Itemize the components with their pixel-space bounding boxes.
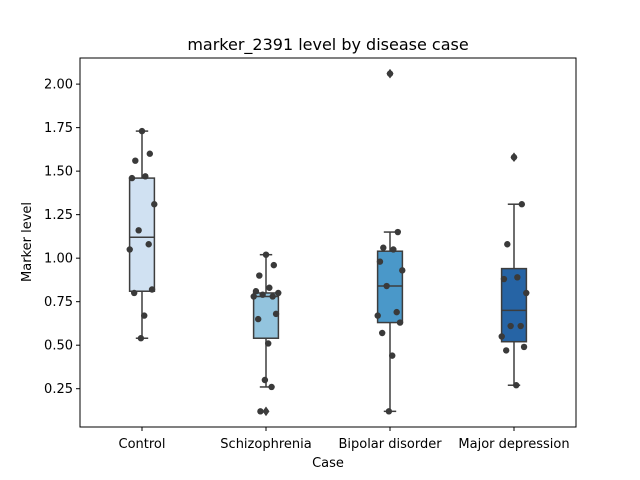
plot-background xyxy=(80,58,576,427)
data-point xyxy=(376,258,384,265)
x-tick-label: Bipolar disorder xyxy=(338,437,442,452)
data-point xyxy=(138,127,146,135)
data-point xyxy=(130,289,138,297)
data-point xyxy=(393,308,400,316)
data-point xyxy=(270,261,278,269)
data-point xyxy=(137,335,145,342)
data-point xyxy=(269,293,276,300)
data-point xyxy=(250,293,257,300)
data-point xyxy=(141,312,148,319)
data-point xyxy=(257,408,264,415)
x-tick-label: Major depression xyxy=(458,437,569,452)
data-point xyxy=(385,408,393,415)
points-group xyxy=(374,70,406,415)
data-point xyxy=(256,272,263,279)
data-point xyxy=(266,284,273,291)
y-tick-label: 1.00 xyxy=(44,252,73,267)
x-tick-label: Schizophrenia xyxy=(220,437,311,452)
data-point xyxy=(259,291,266,298)
data-point xyxy=(254,315,262,323)
box-group xyxy=(252,253,280,417)
data-point xyxy=(500,275,508,283)
data-point xyxy=(518,201,526,208)
data-point xyxy=(374,312,381,319)
chart-title: marker_2391 level by disease case xyxy=(187,35,468,55)
data-point xyxy=(389,352,396,359)
data-point xyxy=(498,333,505,340)
y-tick-label: 1.75 xyxy=(44,121,73,136)
y-axis-title: Marker level xyxy=(20,202,35,282)
points-group xyxy=(498,154,530,389)
data-point xyxy=(378,329,386,337)
data-point xyxy=(135,227,142,234)
y-tick-label: 0.50 xyxy=(44,339,73,354)
box-group xyxy=(128,130,156,339)
data-point xyxy=(262,251,270,258)
y-tick-label: 0.75 xyxy=(44,295,73,310)
data-point xyxy=(386,70,394,77)
points-group xyxy=(250,251,282,415)
data-point xyxy=(261,376,269,384)
data-point xyxy=(507,322,514,330)
x-axis-title: Case xyxy=(312,456,344,471)
data-point xyxy=(517,322,524,330)
data-point xyxy=(126,246,133,253)
data-point xyxy=(380,244,387,251)
plot-frame xyxy=(79,57,577,428)
data-point xyxy=(145,241,152,248)
box xyxy=(128,177,156,292)
data-point xyxy=(399,267,406,274)
data-point xyxy=(520,343,528,351)
data-point xyxy=(148,286,156,293)
data-point xyxy=(502,347,510,354)
y-tick-label: 1.50 xyxy=(44,165,73,180)
y-axis: 0.25 0.50 0.75 1.00 1.25 1.50 1.75 2.00 xyxy=(44,78,80,397)
outlier-marker xyxy=(262,406,270,417)
y-tick-label: 2.00 xyxy=(44,78,73,93)
data-point xyxy=(275,289,282,297)
data-point xyxy=(523,289,530,297)
data-point xyxy=(513,382,520,389)
data-point xyxy=(132,157,139,164)
data-point xyxy=(396,319,404,326)
data-point xyxy=(394,228,402,236)
points-layer xyxy=(126,70,530,415)
data-point xyxy=(504,241,511,248)
data-point xyxy=(151,201,158,208)
data-point xyxy=(146,150,154,157)
data-point xyxy=(128,174,136,182)
y-tick-label: 0.25 xyxy=(44,382,73,397)
data-point xyxy=(383,282,390,290)
x-tick-label: Control xyxy=(119,437,166,452)
data-point xyxy=(510,154,518,161)
data-point xyxy=(268,383,275,391)
data-point xyxy=(142,173,149,180)
data-point xyxy=(514,274,521,281)
data-point xyxy=(265,340,272,347)
y-tick-label: 1.25 xyxy=(44,208,73,223)
data-point xyxy=(272,310,280,318)
points-group xyxy=(126,127,158,342)
x-axis: Control Schizophrenia Bipolar disorder Majo… xyxy=(119,427,570,452)
data-point xyxy=(252,288,260,295)
data-point xyxy=(390,246,397,253)
